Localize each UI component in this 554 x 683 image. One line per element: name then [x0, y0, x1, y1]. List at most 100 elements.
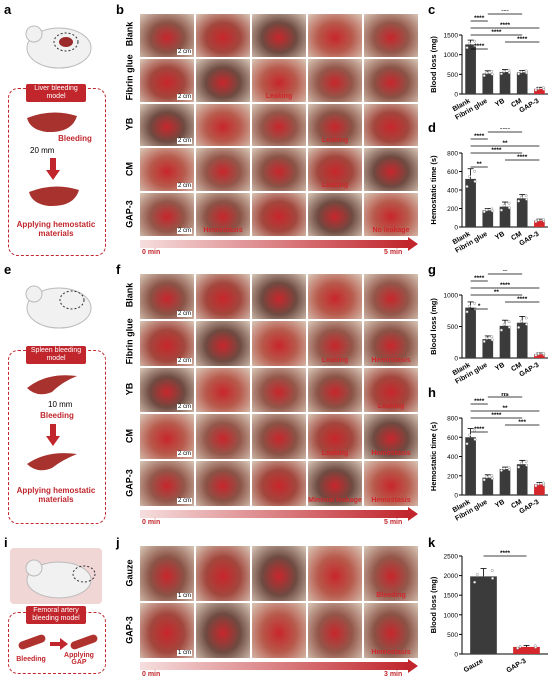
photo-cell — [196, 274, 250, 319]
significance-label: ** — [502, 270, 508, 275]
row-label: Fibrin glue — [123, 318, 134, 365]
data-point — [468, 41, 472, 45]
data-point — [534, 88, 538, 92]
x-tick-label: GAP-3 — [518, 98, 540, 115]
y-tick-label: 0 — [454, 356, 458, 363]
bar — [465, 178, 476, 227]
bleeding-label: Bleeding — [58, 134, 92, 143]
y-tick-label: 1000 — [444, 52, 459, 59]
scale-bar: 2 cm — [176, 138, 192, 145]
x-tick-label: GAP-3 — [518, 362, 540, 379]
data-point — [468, 304, 472, 308]
annotation-label: Leaking — [321, 137, 349, 145]
data-point — [519, 195, 523, 199]
time-start-label: 0 min — [142, 249, 161, 256]
data-point — [517, 72, 521, 76]
row-label: CM — [123, 428, 134, 443]
photo-cell: No leakage — [364, 193, 418, 236]
photo-cell — [196, 103, 250, 147]
data-point — [499, 328, 503, 332]
y-tick-label: 0 — [454, 92, 458, 99]
data-point — [490, 70, 494, 73]
annotation-label: Minimal leakage — [308, 496, 362, 504]
data-point — [482, 210, 486, 214]
significance-label: **** — [474, 15, 485, 22]
data-point — [534, 484, 538, 488]
photo-cell: Minimal leakage — [308, 461, 362, 506]
panel-label-c: c — [428, 2, 436, 17]
photo-cell: 2 cm — [140, 414, 194, 460]
y-axis-label: Blood loss (mg) — [429, 576, 438, 633]
y-tick-label: 0 — [454, 225, 458, 232]
row-label: CM — [123, 161, 134, 176]
time-end-label: 5 min — [384, 519, 403, 526]
data-point — [485, 475, 489, 479]
scale-bar: 2 cm — [176, 451, 192, 458]
data-point — [541, 218, 545, 221]
x-tick-label: GAP-3 — [505, 658, 527, 675]
photo-cell — [252, 546, 306, 601]
data-point — [517, 199, 521, 203]
x-tick-label: CM — [510, 362, 523, 374]
annotation-label: Hemostasis — [371, 496, 411, 504]
data-point — [465, 46, 469, 50]
data-point — [507, 325, 511, 329]
data-point — [465, 185, 469, 188]
data-point — [490, 335, 494, 339]
photo-cell — [364, 274, 418, 319]
data-point — [518, 645, 522, 649]
row-label: Fibrin glue — [123, 54, 134, 101]
y-tick-label: 0 — [454, 652, 458, 659]
y-tick-label: 2500 — [444, 554, 459, 561]
significance-label: * — [478, 303, 481, 310]
row-label: GAP-3 — [123, 468, 134, 497]
photo-cell — [364, 148, 418, 192]
data-point — [482, 340, 486, 343]
annotation-label: Leaking — [321, 356, 349, 364]
y-tick-label: 800 — [447, 151, 458, 158]
photo-cell — [252, 414, 306, 460]
photo-cell: Hemostasis — [364, 320, 418, 366]
y-tick-label: 0 — [454, 493, 458, 500]
data-point — [536, 218, 540, 222]
photo-cell: 2 cm — [140, 320, 194, 366]
photo-cell — [252, 193, 306, 236]
data-point — [524, 316, 528, 320]
photo-cell — [364, 14, 418, 57]
significance-label: ** — [494, 289, 500, 296]
significance-label: **** — [517, 154, 528, 161]
photo-cell — [252, 148, 306, 192]
data-point — [541, 86, 545, 90]
arrow-head-icon — [408, 237, 418, 251]
significance-label: **** — [474, 275, 485, 282]
data-point — [482, 74, 486, 78]
photo-cell: Leaking — [308, 414, 362, 460]
data-point — [524, 69, 528, 73]
y-axis-label: Blood loss (mg) — [429, 298, 438, 355]
x-tick-label: YB — [494, 362, 506, 373]
data-point — [507, 466, 511, 470]
photo-cell — [252, 320, 306, 366]
row-label: YB — [123, 382, 134, 396]
significance-label: *** — [518, 419, 526, 426]
panel-label-i: i — [4, 535, 8, 550]
spleen-covered-illustration — [27, 453, 77, 471]
data-point — [468, 174, 472, 178]
bar — [499, 325, 511, 358]
data-point — [473, 437, 477, 441]
photo-cell — [308, 367, 362, 413]
photo-cell: Hemostasis — [364, 603, 418, 658]
bleeding-label: Bleeding — [40, 411, 74, 420]
bar — [470, 576, 497, 654]
y-tick-label: 600 — [447, 169, 458, 176]
annotation-label: Hemostasis — [203, 226, 243, 234]
photo-cell — [196, 148, 250, 192]
x-tick-label: YB — [494, 231, 506, 242]
y-tick-label: 500 — [447, 72, 458, 79]
data-point — [534, 220, 538, 224]
bleeding-label: Bleeding — [16, 656, 46, 663]
time-arrow — [140, 510, 408, 518]
data-point — [507, 68, 511, 72]
